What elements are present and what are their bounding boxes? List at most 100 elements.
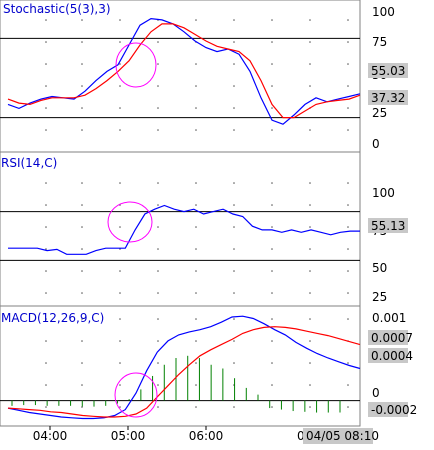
grid-dot [195,182,197,184]
rsi-last-values: 55.13 [368,218,408,233]
grid-dot [195,318,197,320]
grid-dot [81,129,83,131]
grid-dot [271,362,273,364]
grid-dot [45,41,47,43]
grid-dot [195,292,197,294]
grid-dot [119,182,121,184]
grid-dot [233,85,235,87]
grid-dot [81,19,83,21]
grid-dot [81,384,83,386]
macd-title: MACD(12,26,9,C) [1,311,104,325]
stochastic-reference-lines [0,37,360,119]
grid-dot [81,226,83,228]
last-value-box [368,402,408,417]
grid-dot [271,41,273,43]
grid-dot [157,107,159,109]
y-tick-label: 100 [372,5,395,19]
time-cursor-label: 04/05 08:10 [306,429,379,443]
grid-dot [271,340,273,342]
grid-dot [45,85,47,87]
grid-dot [195,270,197,272]
grid-dot [347,85,349,87]
series-line-2 [7,23,361,119]
grid-dot [309,226,311,228]
grid-dot [157,85,159,87]
grid-dot [271,226,273,228]
grid-dot [195,19,197,21]
time-label: 04:00 [33,429,68,443]
y-tick-label: 50 [372,261,387,275]
macd-series [7,315,361,420]
grid-dot [347,270,349,272]
grid-dot [81,63,83,65]
grid-dot [45,292,47,294]
grid-dot [45,204,47,206]
y-tick-label: 100 [372,186,395,200]
last-value-label: 0.0007 [371,331,413,345]
grid-dot [157,406,159,408]
grid-dot [45,19,47,21]
grid-dot [233,204,235,206]
grid-dot [347,182,349,184]
grid-dot [271,384,273,386]
grid-dot [309,63,311,65]
grid-dot [309,384,311,386]
grid-dot [271,292,273,294]
grid-dot [45,270,47,272]
stochastic-grid [45,19,349,131]
grid-dot [233,19,235,21]
grid-dot [233,292,235,294]
grid-dot [157,248,159,250]
grid-dot [195,362,197,364]
grid-dot [309,182,311,184]
rsi-title: RSI(14,C) [1,156,57,170]
y-tick-label: 75 [372,35,387,49]
grid-dot [81,340,83,342]
grid-dot [309,41,311,43]
grid-dot [157,182,159,184]
grid-dot [271,270,273,272]
series-line-1 [8,204,360,255]
highlight-circle [114,372,158,418]
grid-dot [119,41,121,43]
grid-dot [347,318,349,320]
grid-dot [195,107,197,109]
grid-dot [309,248,311,250]
grid-dot [233,182,235,184]
grid-dot [195,384,197,386]
grid-dot [119,270,121,272]
grid-dot [347,292,349,294]
grid-dot [119,107,121,109]
grid-dot [119,129,121,131]
grid-dot [81,362,83,364]
grid-dot [119,318,121,320]
grid-dot [271,248,273,250]
grid-dot [157,129,159,131]
grid-dot [309,204,311,206]
grid-dot [45,182,47,184]
grid-dot [81,107,83,109]
grid-dot [195,204,197,206]
grid-dot [233,270,235,272]
macd-grid [45,318,349,408]
grid-dot [157,340,159,342]
grid-dot [271,107,273,109]
grid-dot [347,204,349,206]
grid-dot [119,362,121,364]
grid-dot [45,248,47,250]
last-value-box [368,90,408,105]
y-tick-label: 0 [372,386,380,400]
grid-dot [271,406,273,408]
last-value-label: 55.03 [371,64,405,78]
grid-dot [233,340,235,342]
stochastic-series [7,17,361,125]
grid-dot [233,318,235,320]
series-line-2 [7,326,361,418]
grid-dot [271,318,273,320]
grid-dot [81,41,83,43]
highlight-circle [115,42,157,88]
grid-dot [309,318,311,320]
last-value-label: -0.0002 [371,403,417,417]
last-value-label: 0.0004 [371,349,413,363]
grid-dot [45,318,47,320]
